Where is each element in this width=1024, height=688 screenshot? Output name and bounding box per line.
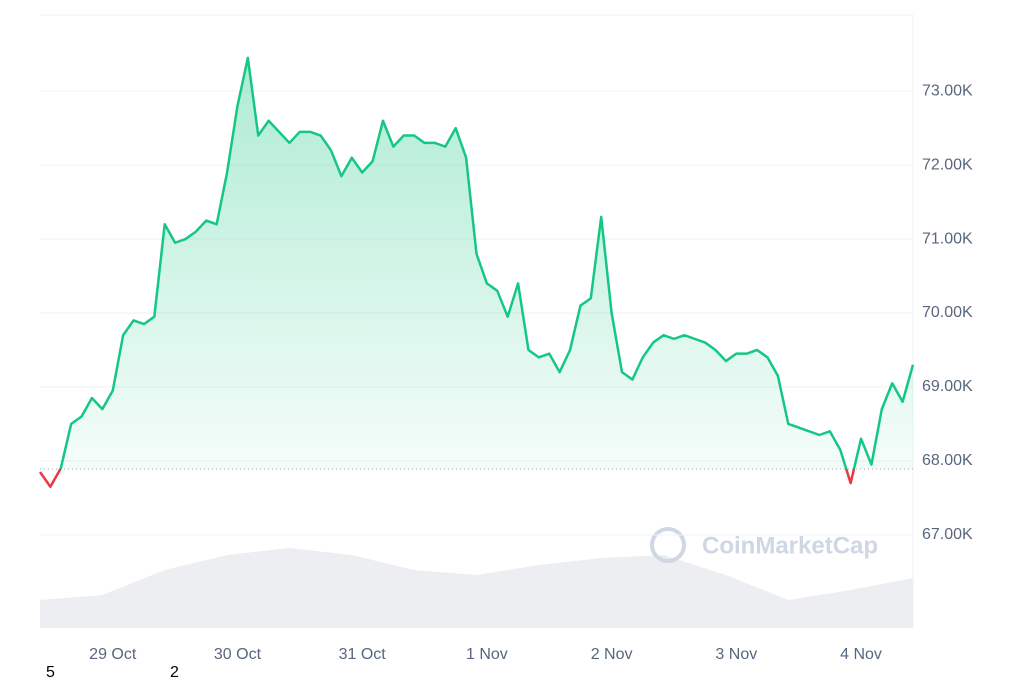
footer-fragment: 5 — [46, 664, 55, 681]
y-tick-label: 73.00K — [922, 82, 973, 99]
x-tick-label: 2 Nov — [591, 646, 633, 663]
y-tick-label: 67.00K — [922, 526, 973, 543]
x-tick-label: 3 Nov — [715, 646, 757, 663]
y-tick-label: 70.00K — [922, 304, 973, 321]
x-tick-label: 30 Oct — [214, 646, 262, 663]
volume-area — [40, 548, 913, 628]
y-tick-label: 72.00K — [922, 156, 973, 173]
watermark: CoinMarketCap — [650, 527, 878, 563]
price-area — [40, 57, 913, 470]
footer-fragment: 2 — [170, 664, 179, 681]
x-tick-label: 4 Nov — [840, 646, 882, 663]
y-tick-label: 71.00K — [922, 230, 973, 247]
y-tick-label: 68.00K — [922, 452, 973, 469]
watermark-text: CoinMarketCap — [702, 532, 878, 559]
x-tick-label: 31 Oct — [339, 646, 387, 663]
x-tick-label: 29 Oct — [89, 646, 137, 663]
price-line — [58, 56, 915, 470]
x-tick-label: 1 Nov — [466, 646, 508, 663]
y-tick-label: 69.00K — [922, 378, 973, 395]
